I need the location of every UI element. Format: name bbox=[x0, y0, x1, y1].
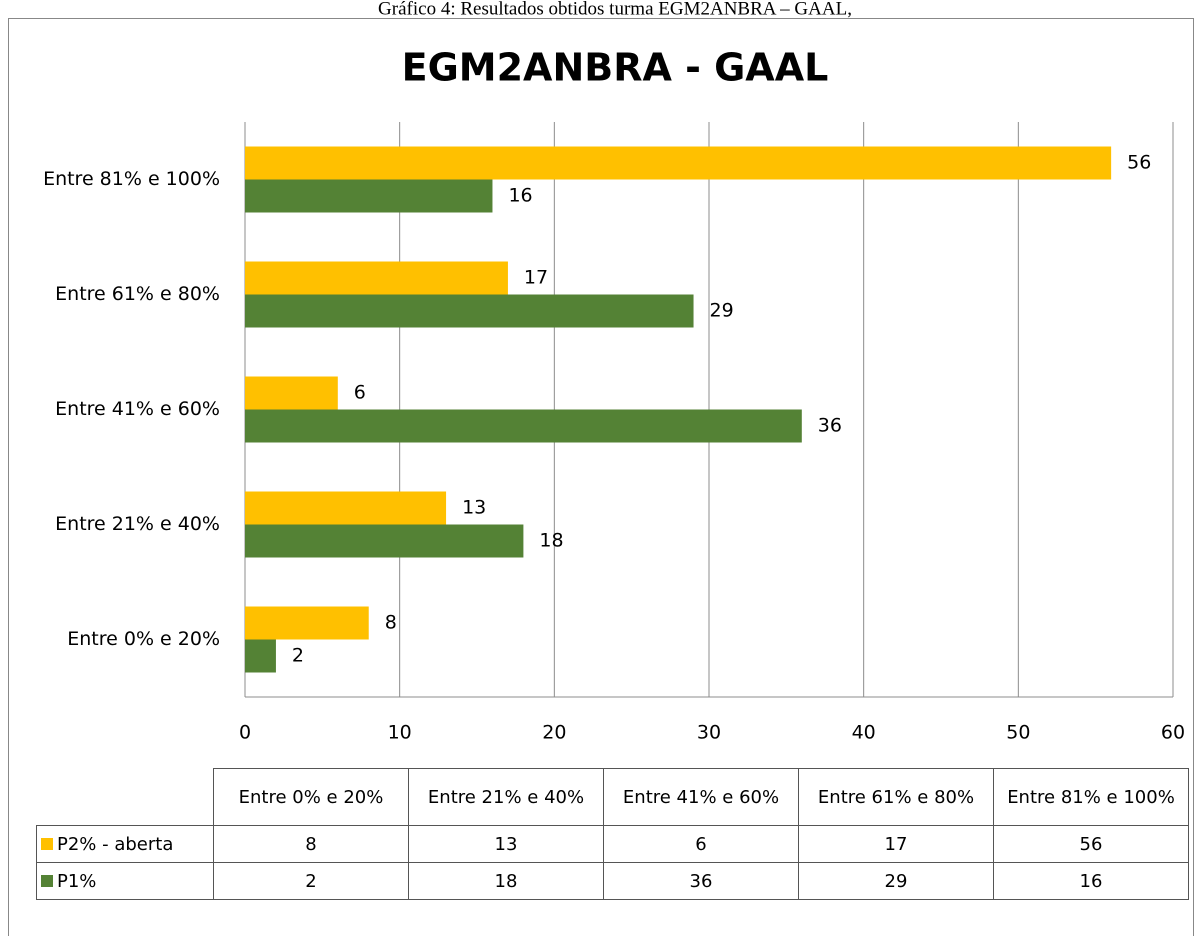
data-label: 56 bbox=[1127, 152, 1151, 174]
bar bbox=[245, 606, 369, 640]
table-header-row: Entre 0% e 20% Entre 21% e 40% Entre 41% e… bbox=[36, 768, 1189, 826]
table-header: Entre 81% e 100% bbox=[993, 768, 1189, 826]
bar bbox=[245, 146, 1112, 180]
data-label: 13 bbox=[462, 497, 486, 519]
x-tick-label: 40 bbox=[852, 722, 876, 744]
legend-entry: P1% bbox=[36, 862, 214, 900]
table-row: P2% - aberta 8 13 6 17 56 bbox=[36, 825, 1189, 863]
x-tick-label: 50 bbox=[1006, 722, 1030, 744]
x-tick-label: 60 bbox=[1161, 722, 1185, 744]
data-label: 17 bbox=[524, 267, 548, 289]
y-tick-label: Entre 61% e 80% bbox=[55, 283, 220, 305]
bar bbox=[245, 639, 276, 673]
table-value: 17 bbox=[798, 825, 994, 863]
data-label: 36 bbox=[818, 415, 842, 437]
table-value: 13 bbox=[408, 825, 604, 863]
table-value: 2 bbox=[213, 862, 409, 900]
table-row: P1% 2 18 36 29 16 bbox=[36, 862, 1189, 900]
chart-border bbox=[8, 18, 1194, 936]
x-tick-label: 10 bbox=[388, 722, 412, 744]
y-tick-label: Entre 21% e 40% bbox=[55, 513, 220, 535]
legend-label: P1% bbox=[57, 870, 97, 892]
caption: Gráfico 4: Resultados obtidos turma EGM2… bbox=[378, 0, 852, 19]
bar bbox=[245, 376, 338, 410]
y-tick-label: Entre 41% e 60% bbox=[55, 398, 220, 420]
data-label: 6 bbox=[354, 382, 366, 404]
data-label: 18 bbox=[539, 530, 563, 552]
legend-key bbox=[41, 837, 53, 850]
y-tick-label: Entre 81% e 100% bbox=[43, 168, 220, 190]
x-tick-label: 20 bbox=[542, 722, 566, 744]
table-blank bbox=[36, 768, 214, 826]
legend-entry: P2% - aberta bbox=[36, 825, 214, 863]
x-tick-label: 30 bbox=[697, 722, 721, 744]
table-value: 36 bbox=[603, 862, 799, 900]
x-tick-label: 0 bbox=[239, 722, 251, 744]
table-value: 6 bbox=[603, 825, 799, 863]
data-table: Entre 0% e 20% Entre 21% e 40% Entre 41% e… bbox=[36, 768, 1189, 900]
table-value: 18 bbox=[408, 862, 604, 900]
bar bbox=[245, 491, 447, 525]
bar bbox=[245, 409, 802, 443]
data-label: 2 bbox=[292, 645, 304, 667]
table-header: Entre 41% e 60% bbox=[603, 768, 799, 826]
table-value: 8 bbox=[213, 825, 409, 863]
y-tick-label: Entre 0% e 20% bbox=[67, 628, 220, 650]
table-value: 16 bbox=[993, 862, 1189, 900]
bar bbox=[245, 294, 694, 328]
table-header: Entre 61% e 80% bbox=[798, 768, 994, 826]
data-label: 8 bbox=[385, 612, 397, 634]
legend-label: P2% - aberta bbox=[57, 833, 174, 855]
data-label: 29 bbox=[710, 300, 734, 322]
table-value: 56 bbox=[993, 825, 1189, 863]
chart-title: EGM2ANBRA - GAAL bbox=[402, 46, 829, 90]
bar bbox=[245, 261, 508, 295]
data-label: 16 bbox=[508, 185, 532, 207]
table-header: Entre 21% e 40% bbox=[408, 768, 604, 826]
table-value: 29 bbox=[798, 862, 994, 900]
bar bbox=[245, 179, 493, 213]
bar bbox=[245, 524, 524, 558]
legend-key bbox=[41, 874, 53, 887]
table-header: Entre 0% e 20% bbox=[213, 768, 409, 826]
